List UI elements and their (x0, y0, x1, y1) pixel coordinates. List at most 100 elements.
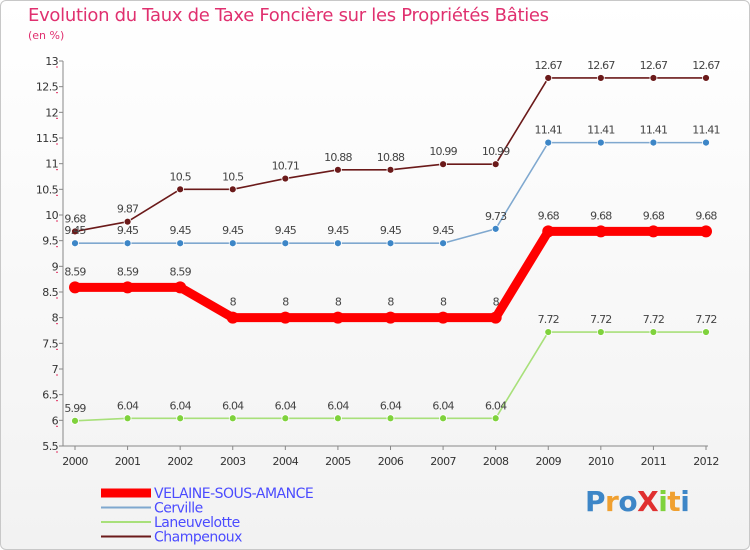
data-point (596, 74, 605, 82)
y-tick-label: 7 (52, 363, 59, 376)
legend-label: Laneuvelotte (154, 515, 240, 531)
data-point (702, 74, 710, 82)
data-point (491, 160, 500, 169)
data-point (594, 225, 607, 238)
x-tick-label: 2011 (641, 455, 667, 468)
data-label: 9.45 (327, 224, 349, 237)
data-point (647, 225, 660, 238)
data-label: 9.45 (380, 224, 402, 237)
data-label: 7.72 (538, 313, 559, 326)
y-tick-label: 9 (52, 260, 59, 273)
data-label: 10.5 (170, 170, 192, 183)
data-label: 8 (387, 296, 394, 309)
y-tick-label: 10 (45, 209, 58, 222)
data-label: 7.72 (590, 313, 611, 326)
data-label: 10.71 (272, 160, 300, 173)
data-point (702, 328, 710, 336)
data-point (279, 311, 292, 324)
data-point (228, 414, 237, 423)
data-label: 6.04 (117, 399, 139, 412)
data-label: 11.41 (692, 124, 720, 137)
data-point (226, 311, 239, 324)
data-point (121, 281, 134, 294)
data-label: 10.88 (324, 151, 352, 164)
data-label: 9.45 (222, 224, 244, 237)
data-label: 9.68 (695, 209, 717, 222)
data-point (71, 239, 79, 248)
data-label: 9.45 (64, 224, 86, 237)
data-label: 5.99 (64, 402, 86, 415)
y-tick-label: 6 (52, 414, 59, 427)
data-label: 9.68 (643, 209, 665, 222)
data-point (439, 414, 447, 423)
x-tick-label: 2012 (693, 455, 719, 468)
data-point (542, 225, 555, 238)
data-point (489, 311, 502, 324)
data-label: 10.88 (377, 151, 405, 164)
data-label: 8 (335, 296, 342, 309)
x-tick-label: 2008 (483, 455, 509, 468)
data-point (491, 414, 500, 423)
data-label: 12.67 (587, 59, 615, 72)
data-point (649, 74, 658, 82)
data-point (437, 311, 450, 324)
data-point (331, 311, 344, 324)
x-tick-label: 2002 (167, 455, 193, 468)
data-label: 6.04 (327, 399, 349, 412)
data-point (334, 414, 342, 423)
data-point (649, 138, 658, 147)
data-point (439, 239, 447, 248)
data-point (649, 328, 658, 336)
chart-subtitle: (en %) (28, 29, 65, 42)
data-label: 9.87 (117, 203, 139, 216)
data-label: 6.04 (170, 399, 192, 412)
x-tick-label: 2006 (378, 455, 404, 468)
data-point (544, 74, 553, 82)
data-label: 8 (493, 296, 500, 309)
data-label: 8.59 (170, 265, 192, 278)
x-tick-label: 2000 (62, 455, 88, 468)
legend-label: VELAINE-SOUS-AMANCE (154, 486, 313, 502)
data-label: 6.04 (485, 399, 507, 412)
data-point (702, 138, 710, 147)
data-label: 10.5 (222, 170, 244, 183)
data-label: 9.68 (64, 212, 86, 225)
data-label: 6.04 (275, 399, 297, 412)
data-point (334, 165, 342, 174)
x-tick-label: 2001 (115, 455, 141, 468)
data-label: 8 (282, 296, 289, 309)
data-point (386, 414, 395, 423)
data-point (386, 239, 395, 248)
data-point (176, 239, 185, 248)
x-tick-label: 2004 (273, 455, 299, 468)
y-tick-label: 10.5 (36, 183, 59, 196)
y-tick-label: 5.5 (42, 440, 58, 453)
data-point (281, 239, 290, 248)
data-label: 8.59 (117, 265, 139, 278)
data-label: 10.99 (482, 145, 510, 158)
data-point (281, 414, 290, 423)
data-point (491, 224, 500, 233)
data-label: 6.04 (380, 399, 402, 412)
data-point (384, 311, 397, 324)
data-point (700, 225, 712, 238)
data-point (176, 414, 185, 423)
data-label: 6.04 (222, 399, 244, 412)
data-point (123, 217, 132, 226)
data-label: 9.45 (275, 224, 297, 237)
proxiti-logo: ProXiti (585, 485, 690, 518)
data-label: 11.41 (535, 124, 563, 137)
data-point (439, 160, 447, 169)
data-point (596, 138, 605, 147)
legend-label: Champenoux (154, 530, 242, 546)
data-label: 7.72 (643, 313, 664, 326)
x-tick-label: 2005 (325, 455, 351, 468)
x-tick-label: 2009 (535, 455, 561, 468)
data-label: 10.99 (429, 145, 457, 158)
data-point (71, 227, 79, 236)
data-point (544, 138, 553, 147)
y-tick-label: 9.5 (42, 235, 58, 248)
data-label: 9.68 (538, 209, 560, 222)
data-point (123, 414, 132, 423)
